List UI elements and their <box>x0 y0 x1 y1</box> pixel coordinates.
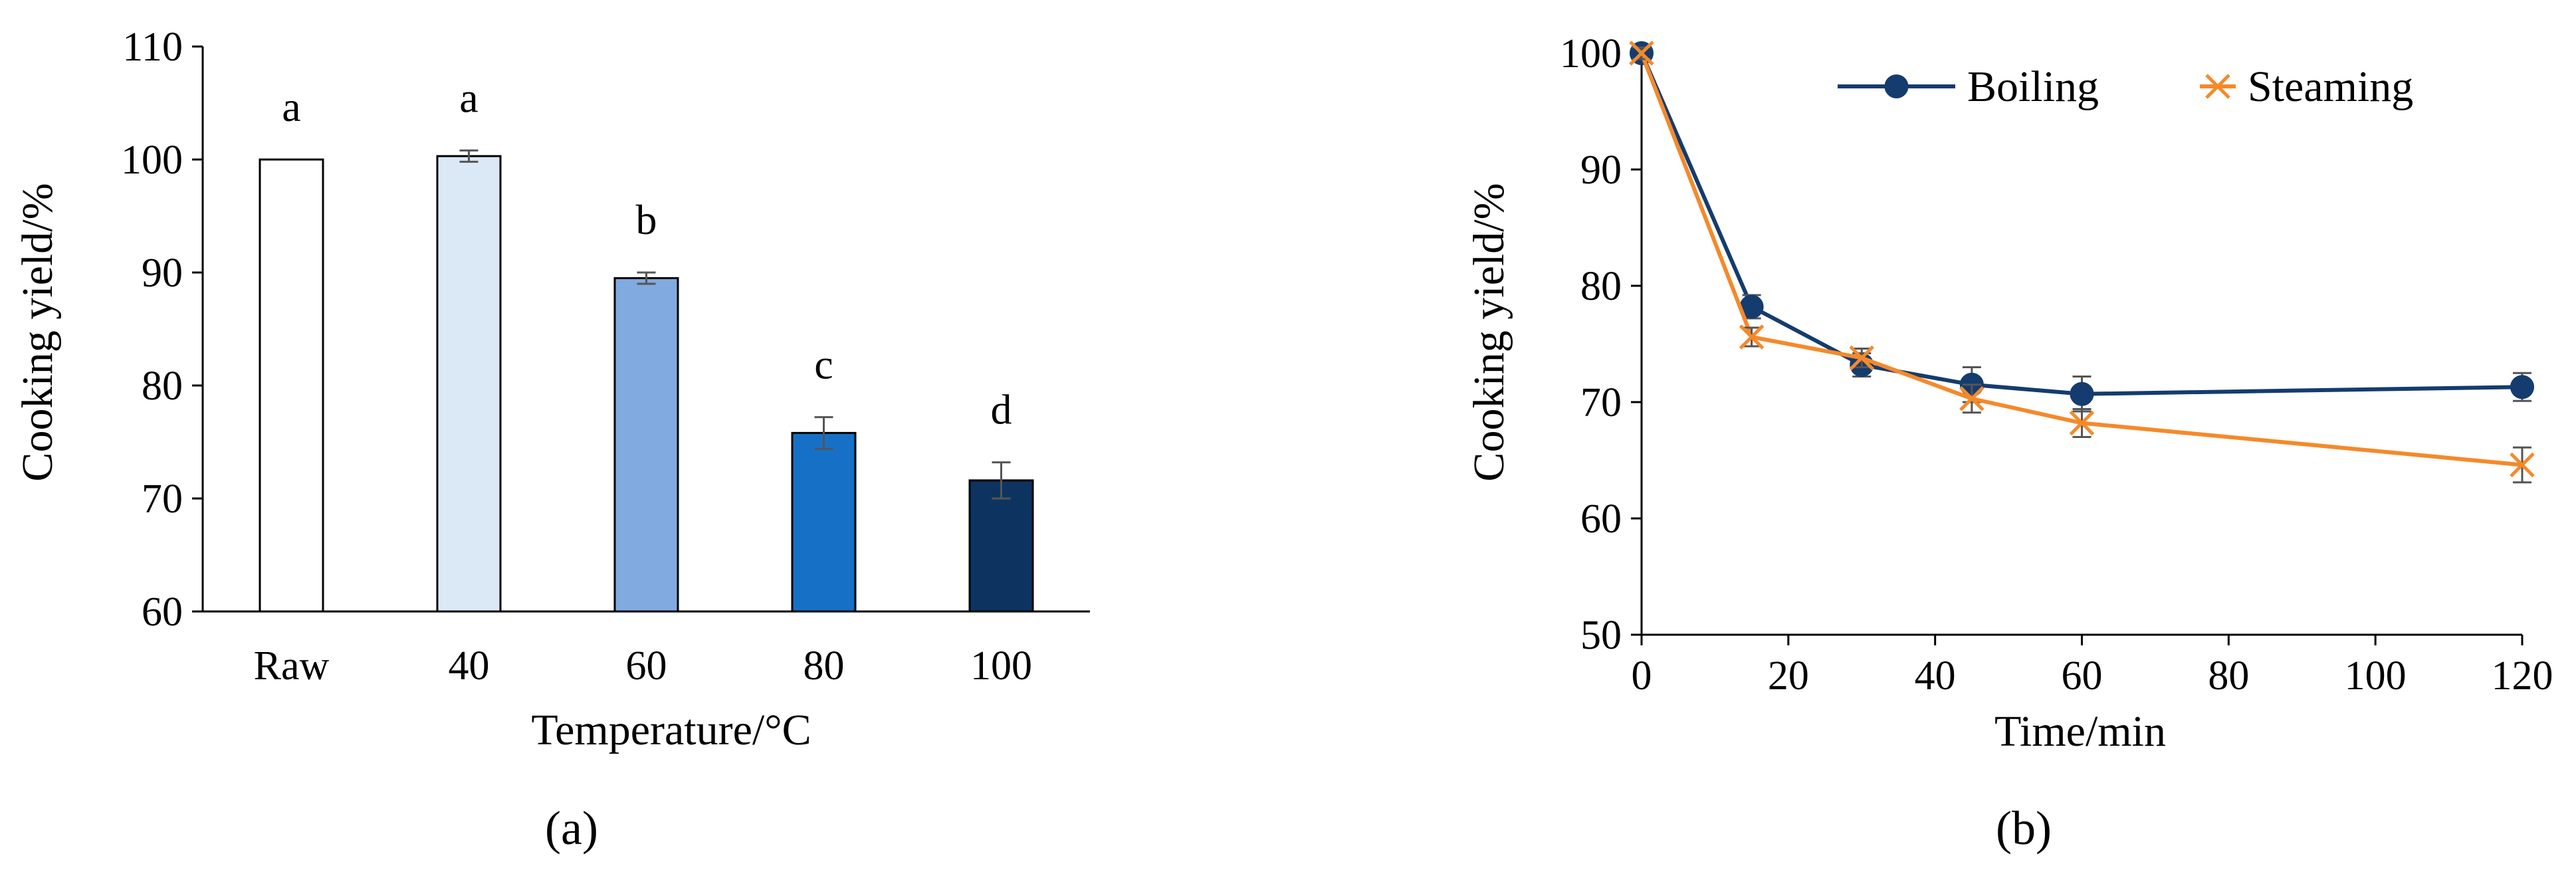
panel-a-y-tick-label: 90 <box>142 251 183 296</box>
panel-a-bar <box>613 277 679 613</box>
panel-a-y-axis-label: Cooking yield/% <box>13 183 62 481</box>
panel-b-series-line <box>1640 52 2523 467</box>
panel-b-point-circle <box>2070 382 2094 406</box>
panel-a-x-tick-label: 60 <box>626 643 667 689</box>
panel-b-point-cross <box>1629 41 1654 66</box>
panel-b-x-tick-label: 120 <box>2492 653 2553 699</box>
panel-a-bar <box>968 479 1034 613</box>
panel-a-bar <box>436 155 502 613</box>
panel-b-legend-item-steaming: Steaming <box>2200 62 2413 111</box>
panel-b-x-axis-label: Time/min <box>1994 707 2166 756</box>
panel-a-significance-letter: d <box>991 386 1012 433</box>
panel-a-bar <box>791 431 857 613</box>
panel-b-y-tick-label: 60 <box>1580 496 1622 542</box>
panel-b-point-circle <box>2510 375 2534 399</box>
panel-a-significance-letter: c <box>814 341 833 388</box>
panel-a-y-tick-label: 80 <box>142 364 183 409</box>
panel-b-point-cross-stroke <box>1959 385 1985 411</box>
panel-a-y-tick-label: 70 <box>142 477 183 522</box>
panel-a-y-tick-label: 110 <box>122 25 183 70</box>
panel-b-point-cross <box>1849 345 1875 371</box>
panel-b-point-cross-stroke <box>1739 324 1765 350</box>
panel-b-series-line <box>1640 52 2523 396</box>
panel-a-significance-letter: b <box>636 196 657 243</box>
panel-a-y-tick-label: 100 <box>121 138 183 183</box>
panel-b-legend-label: Steaming <box>2248 62 2413 111</box>
panel-b-x-tick-label: 40 <box>1915 653 1956 699</box>
panel-b-y-axis-label: Cooking yield/% <box>1465 183 1513 481</box>
panel-a-y-tick-label: 60 <box>142 590 183 635</box>
panel-a-error-bar <box>637 271 656 285</box>
panel-b-point-cross <box>2510 452 2535 478</box>
panel-b-legend-label: Boiling <box>1967 62 2099 111</box>
panel-b-series-steaming <box>1629 41 2535 484</box>
panel-b-legend: Boiling Steaming <box>1838 62 2413 111</box>
panel-b-point-cross-stroke <box>1629 41 1654 66</box>
panel-b-x-tick-label: 0 <box>1632 653 1652 699</box>
panel-a-x-tick-label: Raw <box>254 643 330 689</box>
panel-b-point-cross <box>1739 324 1765 350</box>
panel-a-error-bar <box>814 416 833 450</box>
panel-b-point-cross-stroke <box>1849 345 1875 371</box>
panel-b-legend-item-boiling: Boiling <box>1838 62 2099 111</box>
panel-a-x-tick-label: 80 <box>804 643 845 689</box>
panel-a-label: (a) <box>545 802 598 855</box>
panel-a-error-bar <box>459 149 479 163</box>
panel-a-bar <box>259 158 324 613</box>
panel-b-y-tick-label: 80 <box>1580 264 1622 309</box>
panel-a-x-tick-label: 100 <box>970 643 1032 689</box>
panel-b-point-cross-stroke <box>2510 452 2535 478</box>
panel-b-x-tick-label: 60 <box>2062 653 2103 699</box>
panel-b-point-cross-stroke <box>2069 410 2095 436</box>
panel-b-line-chart: Cooking yield/% Time/min (b) 50 60 70 80 90 1… <box>1465 31 2553 855</box>
panel-b-y-tick-label: 50 <box>1580 613 1622 658</box>
panel-a-bar-chart: Cooking yield/% Temperature/°C (a) 60 70 8… <box>13 25 1090 855</box>
panel-a-significance-letter: a <box>459 74 478 121</box>
panel-b-x-tick-label: 100 <box>2345 653 2407 699</box>
panel-b-label: (b) <box>1996 802 2052 855</box>
panel-a-significance-letter: a <box>282 83 300 130</box>
panel-b-y-tick-label: 90 <box>1580 148 1622 193</box>
panel-a-error-bar <box>992 461 1011 500</box>
panel-a-x-tick-label: 40 <box>449 643 490 689</box>
panel-b-legend-marker-stroke <box>2205 74 2230 99</box>
panel-b-y-tick-label: 100 <box>1560 31 1622 76</box>
panel-b-legend-marker <box>1884 74 1909 98</box>
panel-a-x-axis-label: Temperature/°C <box>531 706 811 754</box>
panel-b-point-cross <box>1959 385 1985 411</box>
panel-b-x-tick-label: 80 <box>2208 653 2249 699</box>
panel-b-legend-marker <box>2205 74 2230 99</box>
panel-b-y-tick-label: 70 <box>1580 380 1622 425</box>
panel-b-point-cross <box>2069 410 2095 436</box>
panel-b-x-tick-label: 20 <box>1768 653 1809 699</box>
